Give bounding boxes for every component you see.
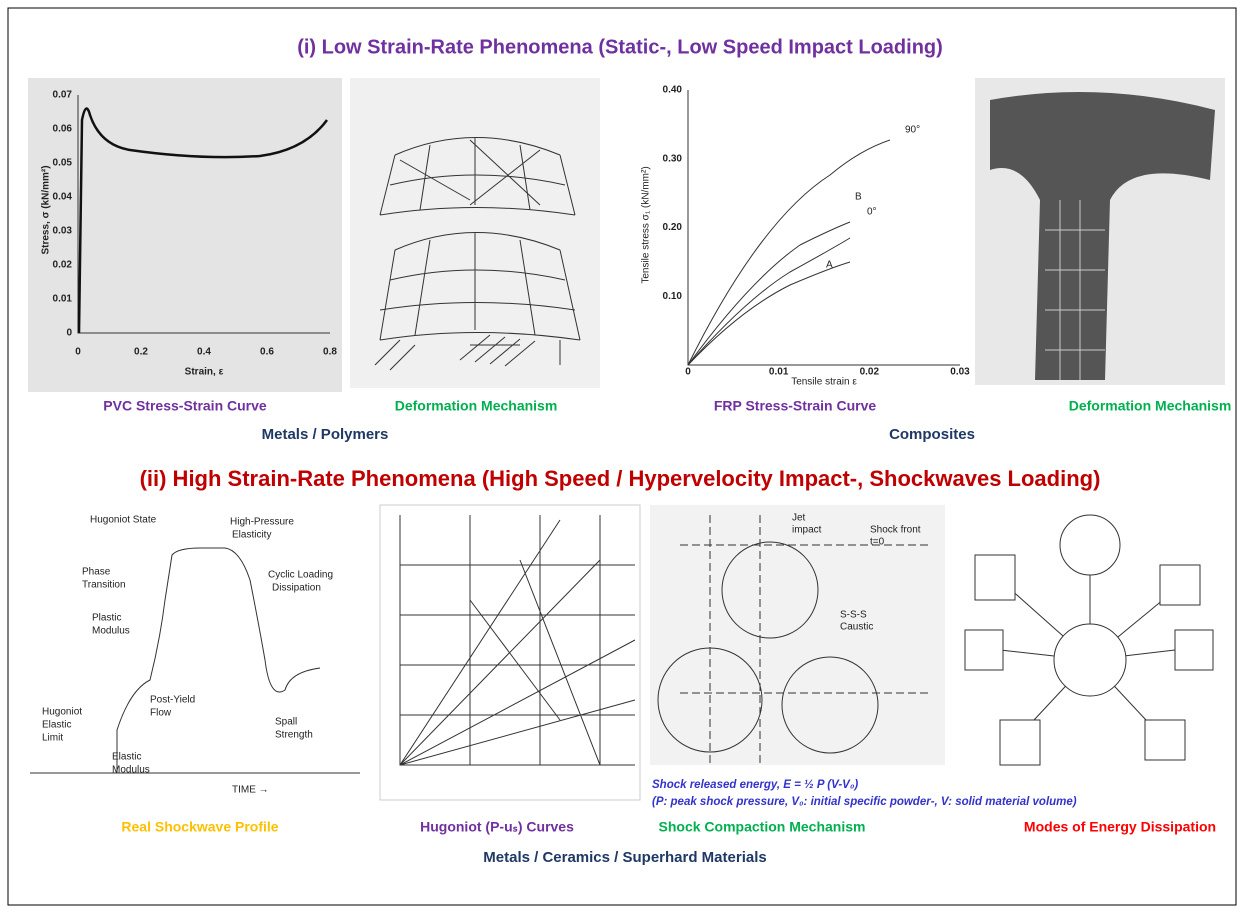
x-tick-label: 0 xyxy=(75,347,81,358)
x-tick-label: 0.4 xyxy=(197,347,211,358)
x-tick-label: 0.2 xyxy=(134,347,148,358)
hugoniot-image xyxy=(380,505,640,800)
energy-image xyxy=(965,515,1213,765)
y-tick-label: 0.03 xyxy=(53,226,73,237)
profile-label: Modulus xyxy=(112,765,150,776)
curve-label: A xyxy=(826,260,833,271)
profile-label: Hugoniot State xyxy=(90,515,157,526)
compaction-image: Jet impact Shock front t=0 S-S-S Caustic xyxy=(650,505,945,765)
curve-label: B xyxy=(855,192,862,203)
group-label: Metals / Polymers xyxy=(262,426,389,443)
profile-label: Elasticity xyxy=(232,530,271,541)
panel-caption: PVC Stress-Strain Curve xyxy=(103,398,267,414)
figure: (i) Low Strain-Rate Phenomena (Static-, … xyxy=(0,0,1244,913)
section-title: (i) Low Strain-Rate Phenomena (Static-, … xyxy=(297,36,943,58)
x-tick-label: 0.8 xyxy=(323,347,337,358)
y-tick-label: 0.02 xyxy=(53,260,73,271)
panel-caption: Deformation Mechanism xyxy=(395,398,558,414)
profile-label: Post-Yield xyxy=(150,695,195,706)
group-label: Composites xyxy=(889,426,975,443)
x-tick-label: 0.01 xyxy=(769,367,789,378)
panel-caption: Hugoniot (P-uₛ) Curves xyxy=(420,819,574,835)
y-tick-label: 0.06 xyxy=(53,124,73,135)
profile-label: Cyclic Loading xyxy=(268,570,333,581)
profile-label: TIME → xyxy=(232,785,269,796)
diagram-label: S-S-S xyxy=(840,610,867,621)
panel-caption: Deformation Mechanism xyxy=(1069,398,1232,414)
profile-label: Flow xyxy=(150,708,172,719)
profile-label: Spall xyxy=(275,717,297,728)
diagram-label: impact xyxy=(792,525,822,536)
profile-label: Strength xyxy=(275,730,313,741)
profile-label: Modulus xyxy=(92,626,130,637)
y-tick-label: 0.20 xyxy=(663,222,683,233)
y-axis-label: Stress, σ (kN/mm²) xyxy=(41,165,52,254)
y-tick-label: 0.05 xyxy=(53,158,73,169)
diagram-label: Caustic xyxy=(840,622,873,633)
frp-chart: Tensile stress σ₁ (kN/mm²) Tensile strai… xyxy=(625,78,970,390)
y-tick-label: 0.07 xyxy=(53,90,73,101)
panel-caption: FRP Stress-Strain Curve xyxy=(714,398,877,414)
profile-label: Limit xyxy=(42,733,63,744)
diagram-label: Jet xyxy=(792,513,806,524)
deformation-image xyxy=(975,78,1225,385)
diagram-label: Shock front xyxy=(870,525,921,536)
shockwave-profile: Hugoniot State High-Pressure Elasticity Pha… xyxy=(30,515,360,796)
y-tick-label: 0.30 xyxy=(663,153,683,164)
x-tick-label: 0.03 xyxy=(950,367,970,378)
profile-label: Plastic xyxy=(92,613,121,624)
profile-label: Transition xyxy=(82,580,126,591)
energy-note: (P: peak shock pressure, V₀: initial spe… xyxy=(652,796,1077,808)
profile-label: Dissipation xyxy=(272,583,321,594)
panel-caption: Real Shockwave Profile xyxy=(121,819,278,835)
y-tick-label: 0.04 xyxy=(53,192,73,203)
profile-label: High-Pressure xyxy=(230,517,294,528)
diagram-label: t=0 xyxy=(870,537,885,548)
profile-label: Hugoniot xyxy=(42,707,82,718)
y-tick-label: 0.10 xyxy=(663,291,683,302)
curve-label: 90° xyxy=(905,125,920,136)
curve-label: 0° xyxy=(867,207,877,218)
profile-label: Elastic xyxy=(42,720,71,731)
energy-note: Shock released energy, E = ½ P (V-V₀) xyxy=(652,779,858,791)
x-axis-label: Strain, ε xyxy=(185,367,224,378)
x-tick-label: 0.02 xyxy=(860,367,880,378)
panel-caption: Shock Compaction Mechanism xyxy=(659,819,866,835)
x-tick-label: 0 xyxy=(685,367,691,378)
deformation-image xyxy=(350,78,600,388)
pvc-chart: Stress, σ (kN/mm²) Strain, ε 0 0.01 0.02 0.… xyxy=(28,78,342,392)
x-axis-label: Tensile strain ε xyxy=(791,377,857,388)
section-title: (ii) High Strain-Rate Phenomena (High Sp… xyxy=(140,466,1101,491)
profile-label: Phase xyxy=(82,567,111,578)
panel-caption: Modes of Energy Dissipation xyxy=(1024,819,1216,835)
x-tick-label: 0.6 xyxy=(260,347,274,358)
group-label: Metals / Ceramics / Superhard Materials xyxy=(483,849,766,866)
y-tick-label: 0.40 xyxy=(663,85,683,96)
y-tick-label: 0.01 xyxy=(53,294,73,305)
y-axis-label: Tensile stress σ₁ (kN/mm²) xyxy=(641,166,652,283)
profile-label: Elastic xyxy=(112,752,141,763)
y-tick-label: 0 xyxy=(66,328,72,339)
